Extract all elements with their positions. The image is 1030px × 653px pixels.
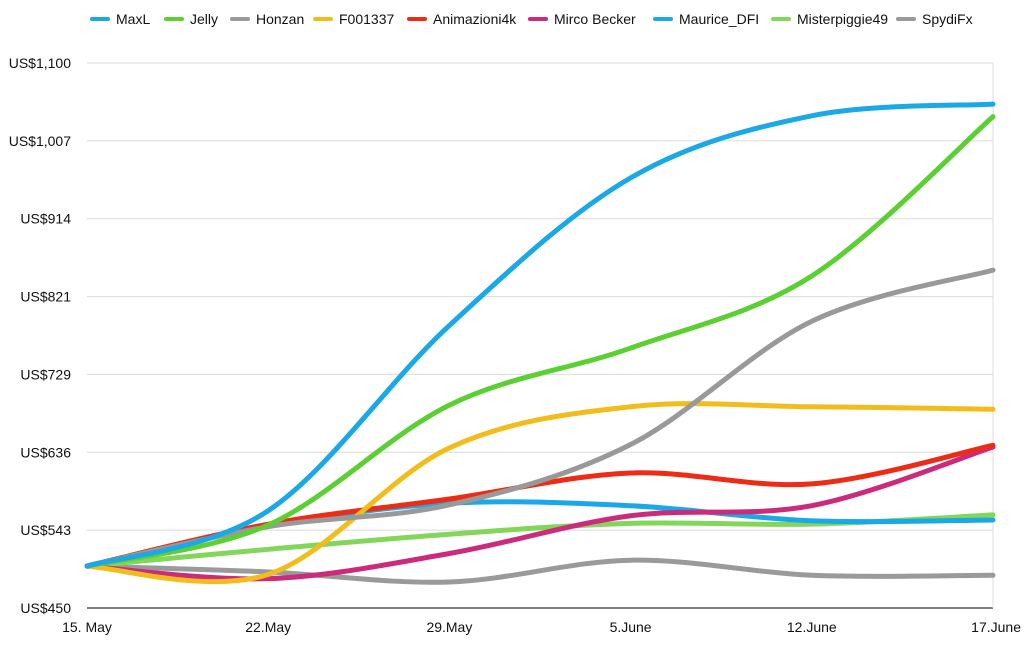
- legend-item: Maurice_DFI: [653, 11, 759, 27]
- series-line-mirco-becker: [84, 444, 996, 582]
- y-tick-label: US$1,007: [9, 133, 71, 149]
- series-line-spydifx: [84, 557, 996, 585]
- y-axis-tick-labels: US$450 US$543 US$636 US$729 US$821 US$914 US$1…: [9, 55, 71, 616]
- legend-item: Misterpiggie49: [771, 11, 888, 27]
- x-tick-label: 5.June: [610, 619, 652, 635]
- series-line-animazioni4k: [84, 442, 996, 569]
- legend-label: Jelly: [190, 11, 218, 27]
- y-tick-label: US$729: [20, 366, 71, 382]
- series-line-maxl: [84, 101, 996, 569]
- legend-label: SpydiFx: [922, 11, 973, 27]
- legend-item: Mirco Becker: [528, 11, 636, 27]
- legend-item: Animazioni4k: [407, 11, 517, 27]
- y-tick-label: US$636: [20, 444, 71, 460]
- y-tick-label: US$821: [20, 289, 71, 305]
- x-tick-label: 17.June: [971, 619, 1021, 635]
- legend-label: Mirco Becker: [554, 11, 636, 27]
- legend-item: Honzan: [230, 11, 304, 27]
- legend-item: SpydiFx: [896, 11, 973, 27]
- legend-label: MaxL: [116, 11, 150, 27]
- y-tick-label: US$450: [20, 600, 71, 616]
- x-tick-label: 15. May: [62, 619, 112, 635]
- x-tick-label: 29.May: [426, 619, 472, 635]
- legend: MaxL Jelly Honzan F001337 Animazioni4k Mirco …: [90, 11, 973, 27]
- legend-item: Jelly: [164, 11, 218, 27]
- legend-item: F001337: [313, 11, 394, 27]
- legend-label: Animazioni4k: [433, 11, 517, 27]
- x-tick-label: 22.May: [245, 619, 291, 635]
- series-lines: [84, 101, 996, 585]
- legend-label: Maurice_DFI: [679, 11, 759, 27]
- y-tick-label: US$1,100: [9, 55, 71, 71]
- legend-label: F001337: [339, 11, 394, 27]
- x-axis-tick-labels: 15. May 22.May 29.May 5.June 12.June 17.June: [62, 619, 1021, 635]
- series-line-f001337: [84, 401, 996, 585]
- y-tick-label: US$543: [20, 522, 71, 538]
- series-line-jelly: [84, 114, 996, 569]
- x-tick-label: 12.June: [787, 619, 837, 635]
- grid-lines: [87, 62, 993, 531]
- legend-label: Misterpiggie49: [797, 11, 888, 27]
- legend-item: MaxL: [90, 11, 150, 27]
- y-tick-label: US$914: [20, 211, 71, 227]
- legend-label: Honzan: [256, 11, 304, 27]
